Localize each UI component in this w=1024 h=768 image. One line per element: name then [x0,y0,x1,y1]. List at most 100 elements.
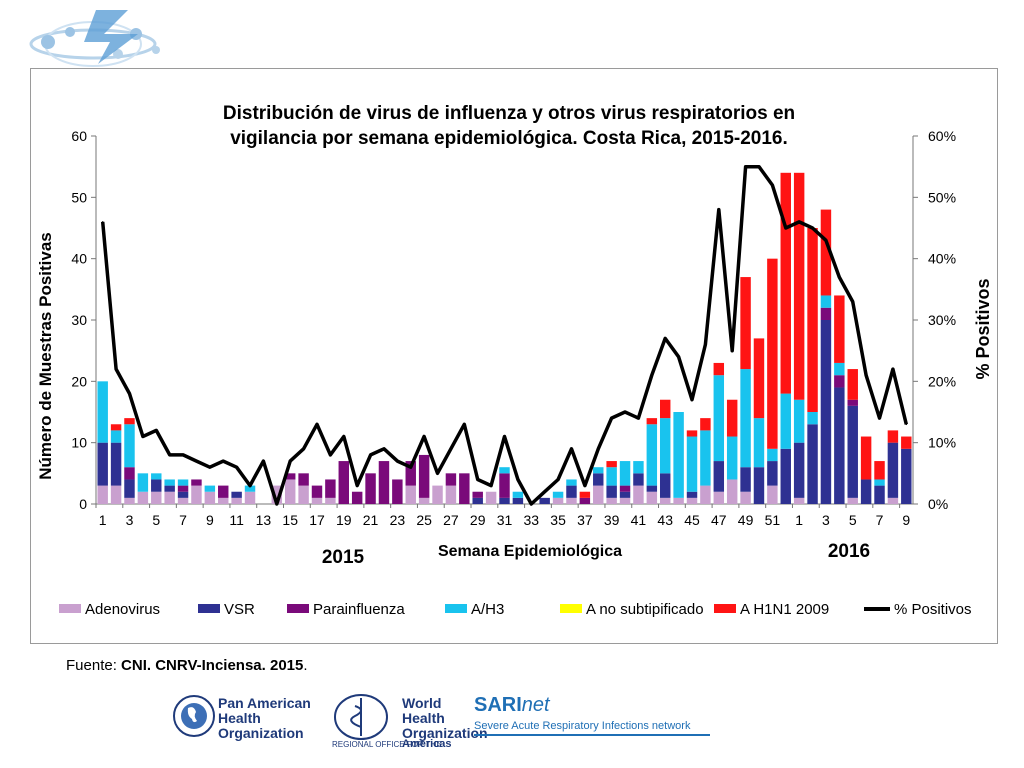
bar-vsr [164,485,175,492]
bar-parainfluenza [579,497,591,504]
bar-a-h3 [124,424,135,468]
y2-tick-label: 0% [928,496,948,512]
source-line: Fuente: CNI. CNRV-Inciensa. 2015. [66,657,308,674]
x-tick-label: 31 [497,512,513,528]
point-positivos [369,454,372,456]
bar-adenovirus [191,485,202,504]
bar-vsr [124,479,135,498]
point-positivos [463,423,466,426]
bar-adenovirus [552,497,564,504]
source-label: Fuente: [66,657,117,674]
bar-a-h3 [780,393,791,449]
bar-adenovirus [298,485,309,504]
y2-tick-label: 20% [928,373,956,389]
y-tick-label: 60 [71,128,87,144]
point-positivos [101,221,104,223]
bar-vsr [97,442,108,486]
legend-swatch [59,604,81,613]
bar-parainfluenza [418,454,430,498]
bar-adenovirus [887,497,899,504]
bar-adenovirus [151,491,162,504]
point-positivos [717,208,720,211]
bar-adenovirus [713,491,725,504]
who-regional-text: REGIONAL OFFICE FOR THE [332,740,442,749]
bar-a-h3 [512,491,524,498]
bar-parainfluenza [351,491,363,504]
x-tick-label: 5 [152,512,160,528]
bar-vsr [901,448,912,504]
year-label-2015: 2015 [322,547,365,568]
y-tick-label: 50 [71,189,87,205]
bar-adenovirus [124,497,135,504]
x-tick-label: 25 [416,512,432,528]
y2-tick-label: 50% [928,189,956,205]
bar-a-h3 [686,436,698,492]
x-tick-label: 47 [711,512,727,528]
sarinet-subtitle: Severe Acute Respiratory Infections netw… [474,720,691,732]
y-tick-label: 30 [71,312,87,328]
point-positivos [142,435,144,438]
point-positivos [302,448,305,450]
sarinet-underline [474,734,710,736]
point-positivos [597,448,600,450]
point-positivos [476,478,479,481]
header-logo [29,10,160,67]
bar-adenovirus [177,497,189,504]
bar-parainfluenza [311,485,323,498]
bar-a-h1n1-2009 [110,424,122,431]
x-tick-label: 43 [657,512,673,528]
bar-a-h1n1-2009 [874,461,885,480]
bar-a-h1n1-2009 [820,209,832,296]
bar-a-h3 [673,412,684,498]
bar-adenovirus [284,479,296,504]
who-americas-text: Americas [402,738,452,750]
point-positivos [704,343,707,346]
bar-a-h3 [177,479,189,486]
paho-logo-text: Pan American Health Organization [218,695,311,741]
bar-a-h1n1-2009 [901,436,912,449]
point-positivos [878,417,881,419]
bar-vsr [874,485,885,504]
chart-title-line-2: vigilancia por semana epidemiológica. Co… [230,128,788,149]
bar-adenovirus [445,485,457,504]
y-tick-label: 0 [79,496,87,512]
legend-label: A/H3 [471,601,504,618]
bar-vsr [780,448,791,504]
point-positivos [838,276,841,278]
bar-adenovirus [726,479,738,504]
bar-adenovirus [418,497,430,504]
point-positivos [409,466,412,469]
point-positivos [651,374,653,377]
bar-a-h3 [97,381,108,443]
x-tick-label: 51 [765,512,781,528]
x-tick-label: 7 [876,512,884,528]
x-tick-label: 1 [795,512,803,528]
point-positivos [530,503,533,505]
bar-a-h1n1-2009 [767,258,778,449]
x-tick-label: 41 [631,512,647,528]
source-end: . [303,657,308,674]
bar-a-h3 [793,399,805,443]
paho-globe-icon [173,695,215,737]
bar-vsr [619,491,631,498]
legend-label: Adenovirus [85,601,160,618]
legend-label: VSR [224,601,255,618]
bar-parainfluenza [834,375,845,388]
bar-parainfluenza [472,491,483,498]
bar-adenovirus [633,485,644,504]
bar-vsr [860,479,872,504]
bar-a-h3 [619,461,631,486]
bar-a-h3 [753,418,765,468]
bar-a-h3 [633,461,644,474]
bar-a-h1n1-2009 [753,338,765,419]
bar-parainfluenza [338,461,350,504]
point-positivos [450,448,452,450]
bar-adenovirus [767,485,778,504]
legend-swatch [445,604,467,613]
bar-parainfluenza [325,479,336,498]
bar-adenovirus [432,485,443,504]
y-tick-label: 10 [71,435,87,451]
bar-vsr [753,467,765,504]
bar-a-h1n1-2009 [860,436,872,480]
y2-tick-label: 60% [928,128,956,144]
